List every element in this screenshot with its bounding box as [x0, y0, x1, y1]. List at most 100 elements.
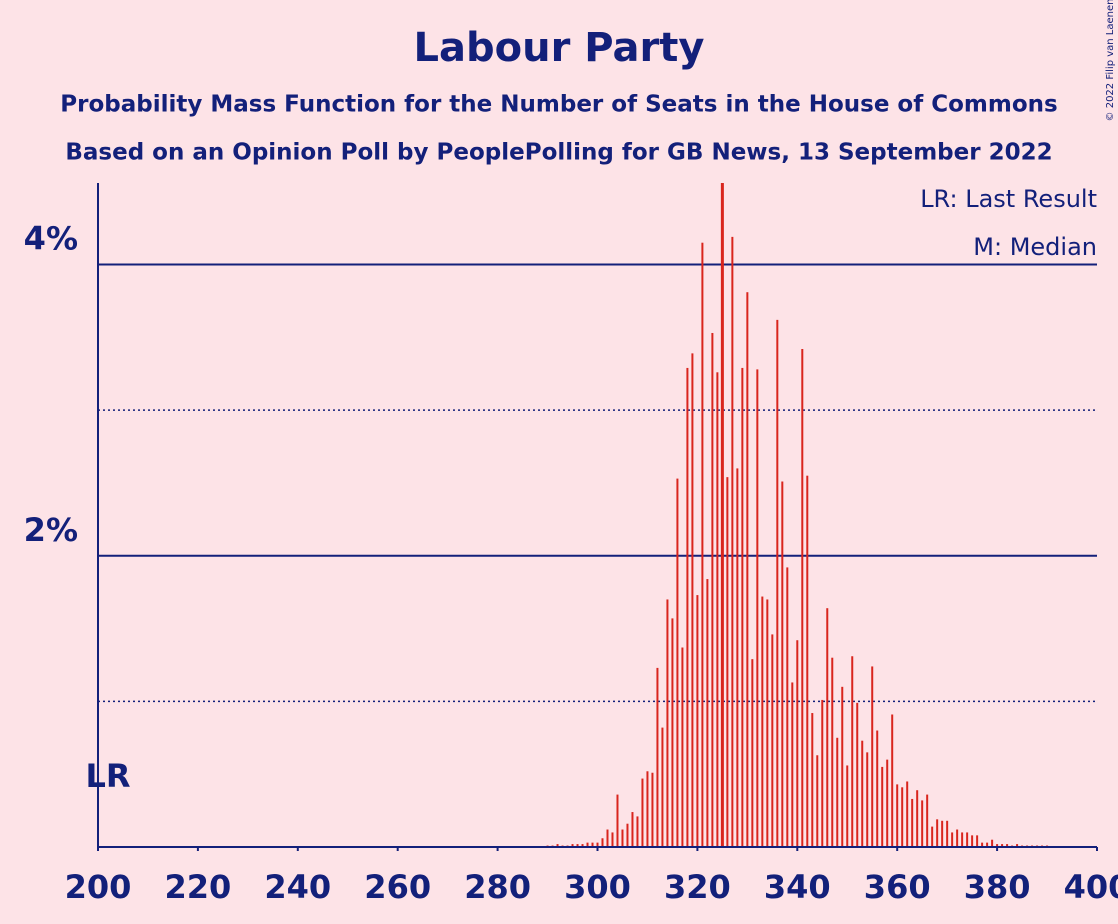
bar: [916, 790, 919, 847]
bar: [746, 292, 749, 847]
x-tick-label: 260: [364, 868, 431, 906]
bar: [736, 468, 739, 847]
bar: [631, 812, 634, 847]
copyright: © 2022 Filip van Laenen: [1105, 0, 1116, 121]
x-tick-label: 400: [1064, 868, 1118, 906]
bar: [806, 475, 809, 847]
bar: [591, 842, 594, 847]
bar: [826, 608, 829, 847]
chart-subtitle: Based on an Opinion Poll by PeoplePollin…: [65, 140, 1052, 166]
bar: [601, 838, 604, 847]
legend-entry: M: Median: [973, 233, 1097, 261]
bar: [851, 656, 854, 847]
bar: [556, 844, 559, 847]
legend-entry: LR: Last Result: [920, 185, 1097, 213]
bar: [1016, 844, 1019, 847]
bar: [791, 682, 794, 847]
bar: [651, 772, 654, 847]
bar: [586, 842, 589, 847]
bar: [936, 819, 939, 847]
bar: [811, 713, 814, 847]
bar: [886, 759, 889, 847]
bar: [986, 842, 989, 847]
bar: [921, 800, 924, 847]
bar: [761, 596, 764, 847]
bar: [976, 835, 979, 847]
bar: [606, 829, 609, 847]
chart-title: Labour Party: [414, 25, 705, 71]
bar: [981, 842, 984, 847]
bar: [656, 667, 659, 847]
bar: [696, 595, 699, 847]
bar: [891, 714, 894, 847]
bar: [931, 826, 934, 847]
bar: [646, 771, 649, 847]
x-tick-label: 340: [764, 868, 831, 906]
x-tick-label: 320: [664, 868, 731, 906]
y-tick-label: 4%: [24, 220, 78, 258]
bar: [711, 332, 714, 848]
bar: [831, 657, 834, 847]
x-tick-label: 220: [165, 868, 232, 906]
bar: [796, 640, 799, 847]
bar: [726, 477, 729, 847]
bar: [836, 737, 839, 847]
x-tick-label: 380: [964, 868, 1031, 906]
chart-subtitle: Probability Mass Function for the Number…: [60, 92, 1057, 118]
bar: [716, 372, 719, 847]
bar: [731, 236, 734, 847]
bar: [786, 567, 789, 847]
bar: [641, 778, 644, 847]
bar: [706, 579, 709, 847]
x-tick-label: 240: [264, 868, 331, 906]
bar: [946, 820, 949, 847]
bar: [701, 242, 704, 847]
bar: [941, 820, 944, 847]
bar: [961, 832, 964, 847]
bar: [801, 349, 804, 847]
bar: [821, 699, 824, 847]
bar: [686, 367, 689, 847]
bar: [766, 599, 769, 847]
bar: [956, 829, 959, 847]
bar: [581, 844, 584, 847]
bar: [676, 478, 679, 847]
bar: [906, 781, 909, 847]
bar: [841, 686, 844, 847]
bar: [621, 829, 624, 847]
bar: [751, 659, 754, 847]
bar: [846, 765, 849, 847]
bar: [741, 367, 744, 847]
bar: [866, 752, 869, 847]
bar: [871, 666, 874, 847]
bar: [616, 794, 619, 847]
bar: [636, 816, 639, 847]
bar: [571, 844, 574, 847]
bar: [971, 835, 974, 847]
bar: [991, 839, 994, 847]
bar: [881, 766, 884, 847]
bar: [776, 319, 779, 847]
bar: [926, 794, 929, 847]
bar: [576, 844, 579, 847]
bar: [661, 727, 664, 847]
last-result-label: LR: [85, 757, 130, 795]
bar: [771, 634, 774, 847]
bar: [681, 647, 684, 847]
bar: [896, 784, 899, 847]
bar: [861, 740, 864, 847]
bar: [856, 702, 859, 847]
bar: [756, 369, 759, 847]
bar: [1006, 844, 1009, 847]
bar: [781, 481, 784, 847]
bar: [911, 798, 914, 847]
bar: [671, 618, 674, 847]
x-tick-label: 360: [864, 868, 931, 906]
bar: [596, 842, 599, 847]
bar: [951, 832, 954, 847]
x-tick-label: 200: [65, 868, 132, 906]
bar: [996, 844, 999, 847]
y-tick-label: 2%: [24, 511, 78, 549]
x-tick-label: 280: [464, 868, 531, 906]
